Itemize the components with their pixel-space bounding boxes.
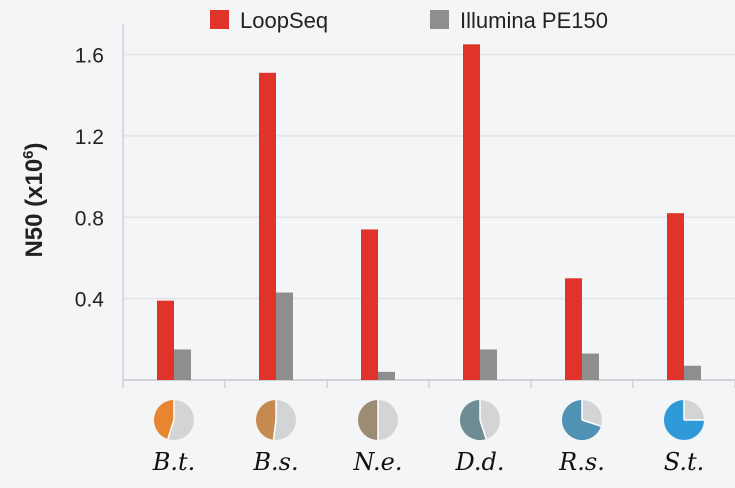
y-tick-label: 1.6 xyxy=(75,45,104,68)
x-category-label: R.s. xyxy=(558,448,605,476)
bar-loopseq-0 xyxy=(157,300,174,380)
bar-illumina-1 xyxy=(276,292,293,380)
pie-marker-icon xyxy=(561,400,602,440)
pie-marker-slice xyxy=(154,400,174,440)
bar-illumina-4 xyxy=(582,353,599,380)
y-axis-title-exponent: 6 xyxy=(20,150,37,158)
bar-illumina-5 xyxy=(684,365,701,380)
bar-illumina-3 xyxy=(480,349,497,380)
category-markers: B.t. B.s. N.e. D.d. R.s. S.t. xyxy=(152,400,705,476)
legend-label-illumina: Illumina PE150 xyxy=(460,8,608,33)
bar-illumina-2 xyxy=(378,371,395,380)
x-category-label: N.e. xyxy=(353,448,403,476)
x-category-label: B.t. xyxy=(152,448,196,476)
bar-loopseq-4 xyxy=(565,278,582,380)
y-axis-title-main: N50 (x10 xyxy=(21,159,48,258)
y-axis-title-close: ) xyxy=(21,142,48,150)
pie-marker-slice xyxy=(358,400,378,440)
bar-loopseq-1 xyxy=(259,72,276,380)
legend-label-loopseq: LoopSeq xyxy=(240,8,328,33)
legend-swatch-loopseq xyxy=(210,10,229,29)
legend: LoopSeq Illumina PE150 xyxy=(210,8,608,33)
bar-loopseq-3 xyxy=(463,44,480,380)
grid-layer xyxy=(123,53,735,300)
bar-layer xyxy=(157,44,701,380)
pie-marker-icon xyxy=(459,400,500,441)
bar-loopseq-2 xyxy=(361,229,378,380)
pie-marker-icon xyxy=(358,400,398,440)
pie-marker-slice xyxy=(255,400,276,440)
x-category-label: B.s. xyxy=(252,448,298,476)
pie-marker-icon xyxy=(255,400,296,440)
y-tick-label: 1.2 xyxy=(75,126,104,149)
y-axis-title: N50 (x106) xyxy=(20,142,48,257)
pie-marker-icon xyxy=(664,400,704,440)
legend-swatch-illumina xyxy=(430,10,449,29)
x-category-label: D.d. xyxy=(454,448,504,476)
bar-illumina-0 xyxy=(174,349,191,380)
y-tick-label: 0.4 xyxy=(75,289,105,312)
y-tick-label: 0.8 xyxy=(75,207,104,230)
pie-marker-icon xyxy=(154,400,194,440)
axis-layer: 0.4 0.8 1.2 1.6 xyxy=(75,24,735,388)
bar-loopseq-5 xyxy=(667,213,684,380)
x-category-label: S.t. xyxy=(664,448,705,476)
